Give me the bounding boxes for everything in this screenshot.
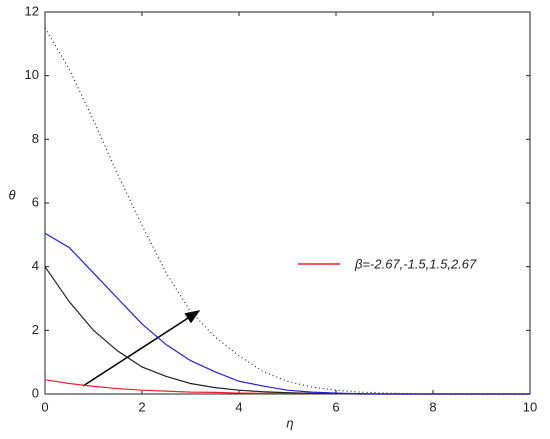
data-line xyxy=(44,27,530,395)
x-tick-label: 2 xyxy=(138,399,145,414)
legend-label: β=-2.67,-1.5,1.5,2.67 xyxy=(354,256,477,271)
y-tick-label: 6 xyxy=(32,194,39,209)
y-tick-label: 2 xyxy=(32,322,39,337)
y-tick-label: 0 xyxy=(32,385,39,400)
x-tick-label: 8 xyxy=(429,399,436,414)
trend-arrow xyxy=(82,310,201,387)
y-tick-label: 10 xyxy=(25,67,39,82)
y-axis-label: θ xyxy=(8,187,15,202)
y-tick-label: 4 xyxy=(32,258,39,273)
x-axis-label: η xyxy=(286,415,293,430)
x-tick-label: 4 xyxy=(235,399,242,414)
x-tick-label: 6 xyxy=(332,399,339,414)
x-tick-label: 10 xyxy=(523,399,537,414)
x-tick-label: 0 xyxy=(41,399,48,414)
plot-frame xyxy=(44,11,531,395)
y-tick-label: 8 xyxy=(32,131,39,146)
data-line xyxy=(44,266,530,395)
data-line xyxy=(44,232,530,395)
y-tick-label: 12 xyxy=(25,3,39,18)
